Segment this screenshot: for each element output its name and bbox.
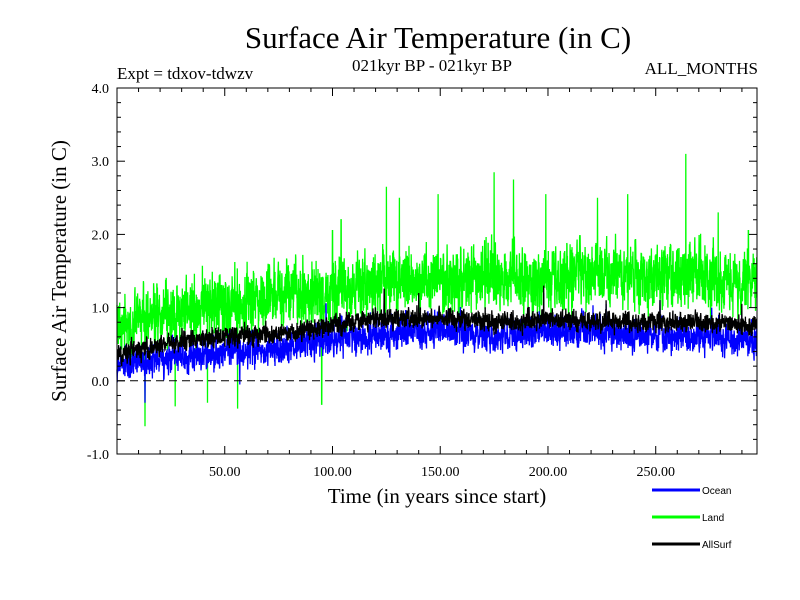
x-tick-label: 150.00 bbox=[421, 465, 460, 480]
legend-item-land: Land bbox=[652, 513, 724, 524]
x-axis-label: Time (in years since start) bbox=[328, 484, 547, 508]
chart-title: Surface Air Temperature (in C) bbox=[245, 20, 631, 55]
series-line-land bbox=[116, 153, 758, 427]
axis-layer: -1.0 0.0 1.0 2.0 3.0 4.0 50.00 100.00 150.00 200.… bbox=[87, 82, 757, 480]
x-tick-label: 250.00 bbox=[636, 465, 675, 480]
legend-item-allsurf: AllSurf bbox=[652, 540, 732, 551]
legend-label-ocean: Ocean bbox=[702, 486, 731, 497]
experiment-label: Expt = tdxov-tdwzv bbox=[117, 64, 254, 83]
y-tick-label: 0.0 bbox=[92, 375, 110, 390]
legend-item-ocean: Ocean bbox=[652, 486, 731, 497]
months-label: ALL_MONTHS bbox=[645, 59, 758, 78]
legend-label-allsurf: AllSurf bbox=[702, 540, 732, 551]
plot-area: -1.0 0.0 1.0 2.0 3.0 4.0 50.00 100.00 150.00 200.… bbox=[87, 82, 758, 480]
x-tick-label: 200.00 bbox=[529, 465, 568, 480]
y-tick-label: 4.0 bbox=[92, 82, 110, 97]
legend: Ocean Land AllSurf bbox=[652, 486, 732, 551]
legend-label-land: Land bbox=[702, 513, 724, 524]
plot-frame bbox=[116, 87, 758, 455]
y-tick-label: -1.0 bbox=[87, 448, 109, 463]
series-line-allsurf bbox=[116, 285, 758, 367]
x-tick-label: 50.00 bbox=[209, 465, 241, 480]
y-tick-label: 1.0 bbox=[92, 302, 110, 317]
series-layer bbox=[116, 153, 758, 427]
period-label: 021kyr BP - 021kyr BP bbox=[352, 56, 512, 75]
y-tick-label: 3.0 bbox=[92, 155, 110, 170]
x-tick-label: 100.00 bbox=[313, 465, 352, 480]
y-axis-label: Surface Air Temperature (in C) bbox=[47, 140, 71, 402]
y-tick-label: 2.0 bbox=[92, 228, 110, 243]
